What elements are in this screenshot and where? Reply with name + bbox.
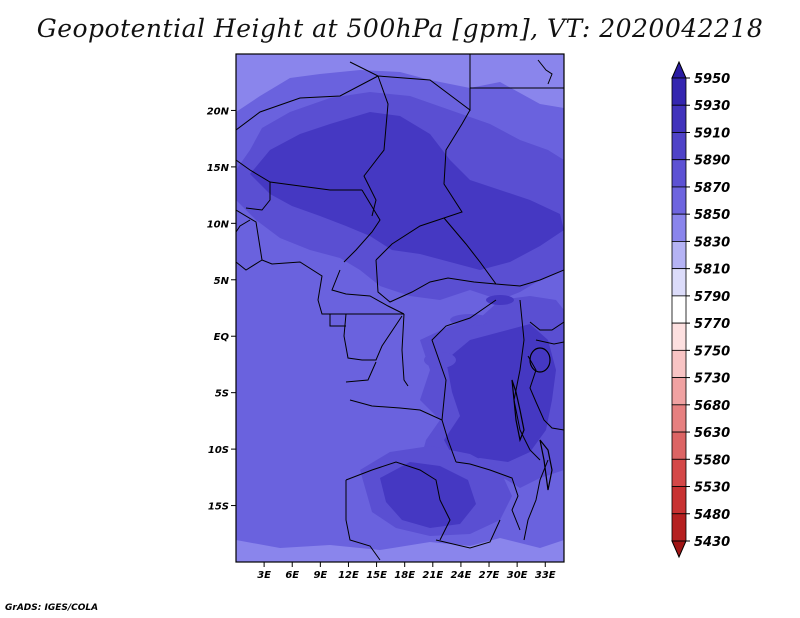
colorbar-swatch bbox=[671, 132, 687, 161]
field-5890-east bbox=[444, 324, 556, 462]
x-tick-label: 24E bbox=[451, 570, 472, 581]
colorbar-swatch bbox=[671, 77, 687, 106]
field-5890-south bbox=[380, 462, 476, 528]
colorbar-label: 5730 bbox=[694, 372, 730, 387]
colorbar-top-arrow bbox=[671, 60, 687, 79]
lakes bbox=[511, 347, 553, 491]
colorbar-label: 5750 bbox=[694, 344, 730, 359]
colorbar-swatch bbox=[671, 295, 687, 324]
colorbar-swatch bbox=[671, 349, 687, 378]
field-5830-north bbox=[236, 54, 564, 112]
colorbar-label: 5680 bbox=[694, 399, 730, 414]
colorbar-label: 5480 bbox=[694, 508, 730, 523]
colorbar-label: 5890 bbox=[694, 154, 730, 169]
colorbar-label: 5850 bbox=[694, 208, 730, 223]
colorbar-label: 5790 bbox=[694, 290, 730, 305]
x-tick-label: 15E bbox=[366, 570, 387, 581]
y-tick-label: 10N bbox=[207, 219, 230, 230]
lake-malawi bbox=[539, 439, 553, 491]
x-tick-label: 9E bbox=[313, 570, 327, 581]
field-5890-north bbox=[250, 112, 564, 270]
y-tick-label: 15S bbox=[208, 502, 229, 513]
x-tick-label: 27E bbox=[479, 570, 500, 581]
field-blob bbox=[450, 314, 490, 326]
colorbar-swatch bbox=[671, 486, 687, 515]
colorbar-label: 5630 bbox=[694, 426, 730, 441]
colorbar-swatch bbox=[671, 268, 687, 297]
colorbar-swatch bbox=[671, 458, 687, 487]
x-tick-label: 33E bbox=[535, 570, 556, 581]
colorbar-bottom-arrow bbox=[671, 540, 687, 559]
colorbar-swatch bbox=[671, 159, 687, 188]
colorbar-label: 5810 bbox=[694, 263, 730, 278]
colorbar-swatch bbox=[671, 104, 687, 133]
colorbar: 5950 5930 5910 5890 5870 5850 5830 5810 5790 5770… bbox=[671, 60, 730, 559]
map-frame bbox=[235, 53, 565, 563]
colorbar-label: 5580 bbox=[694, 453, 730, 468]
colorbar-label: 5830 bbox=[694, 235, 730, 250]
y-axis: 20N 15N 10N 5N EQ 5S 10S 15S bbox=[207, 106, 236, 513]
colorbar-label: 5950 bbox=[694, 72, 730, 87]
colorbar-swatch bbox=[671, 241, 687, 270]
y-tick-label: EQ bbox=[214, 332, 230, 343]
lake-tanganyika bbox=[511, 379, 525, 443]
x-tick-label: 12E bbox=[338, 570, 359, 581]
field-blob bbox=[424, 352, 456, 368]
colorbar-label: 5870 bbox=[694, 181, 730, 196]
colorbar-label: 5770 bbox=[694, 317, 730, 332]
x-tick-label: 3E bbox=[257, 570, 271, 581]
x-axis: 3E 6E 9E 12E 15E 18E 21E 24E 27E 30E 33E bbox=[257, 562, 556, 581]
colorbar-swatch bbox=[671, 186, 687, 215]
colorbar-swatch bbox=[671, 513, 687, 542]
colorbar-label: 5930 bbox=[694, 99, 730, 114]
x-tick-label: 6E bbox=[285, 570, 299, 581]
colorbar-swatch bbox=[671, 431, 687, 460]
y-tick-label: 5S bbox=[215, 389, 229, 400]
colorbar-label: 5430 bbox=[694, 535, 730, 550]
height-field bbox=[236, 54, 564, 562]
x-tick-label: 21E bbox=[422, 570, 443, 581]
country-borders bbox=[236, 54, 564, 561]
chart-title: Geopotential Height at 500hPa [gpm], VT:… bbox=[36, 14, 764, 43]
colorbar-swatch bbox=[671, 404, 687, 433]
y-tick-label: 5N bbox=[214, 276, 230, 287]
y-tick-label: 15N bbox=[207, 163, 230, 174]
x-tick-label: 18E bbox=[394, 570, 415, 581]
x-tick-label: 30E bbox=[507, 570, 528, 581]
colorbar-swatch bbox=[671, 322, 687, 351]
lake-victoria bbox=[529, 347, 551, 373]
credit-label: GrADS: IGES/COLA bbox=[5, 603, 99, 613]
y-tick-label: 10S bbox=[208, 445, 229, 456]
colorbar-label: 5910 bbox=[694, 126, 730, 141]
colorbar-swatch bbox=[671, 377, 687, 406]
colorbar-swatch bbox=[671, 213, 687, 242]
colorbar-label: 5530 bbox=[694, 481, 730, 496]
y-tick-label: 20N bbox=[207, 106, 230, 117]
